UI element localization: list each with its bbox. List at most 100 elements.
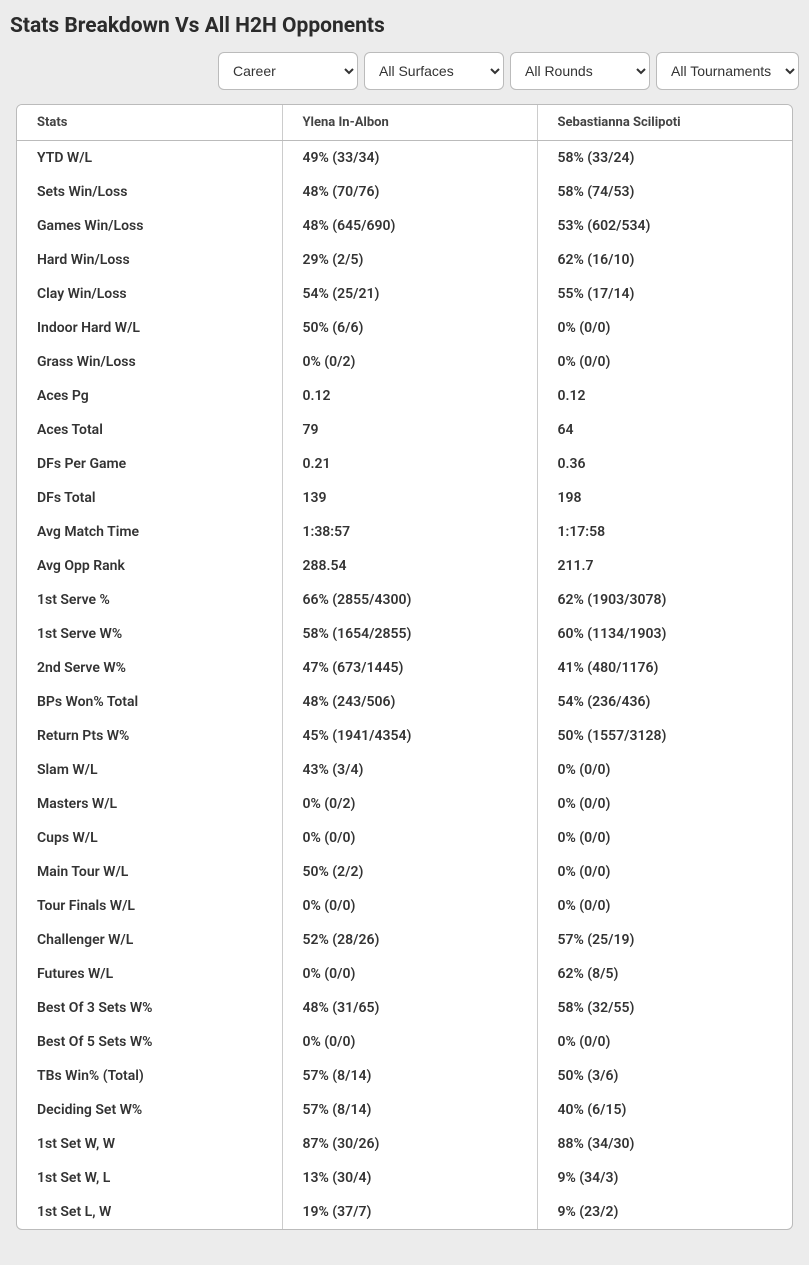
table-row: Return Pts W%45% (1941/4354)50% (1557/31… — [17, 719, 792, 753]
player1-value: 0.12 — [282, 379, 537, 413]
player2-value: 0% (0/0) — [537, 889, 792, 923]
page-title: Stats Breakdown Vs All H2H Opponents — [10, 14, 799, 38]
player2-value: 54% (236/436) — [537, 685, 792, 719]
player1-value: 0% (0/0) — [282, 889, 537, 923]
table-row: Tour Finals W/L0% (0/0)0% (0/0) — [17, 889, 792, 923]
player2-value: 50% (1557/3128) — [537, 719, 792, 753]
player2-value: 198 — [537, 481, 792, 515]
player1-value: 45% (1941/4354) — [282, 719, 537, 753]
player1-value: 0% (0/2) — [282, 345, 537, 379]
stat-label: 1st Set W, W — [17, 1127, 282, 1161]
stat-label: 2nd Serve W% — [17, 651, 282, 685]
player2-value: 0% (0/0) — [537, 821, 792, 855]
table-row: Best Of 3 Sets W%48% (31/65)58% (32/55) — [17, 991, 792, 1025]
table-row: Grass Win/Loss0% (0/2)0% (0/0) — [17, 345, 792, 379]
player2-value: 58% (74/53) — [537, 175, 792, 209]
stats-table-container: Stats Ylena In-Albon Sebastianna Scilipo… — [16, 104, 793, 1230]
stat-label: Masters W/L — [17, 787, 282, 821]
player2-value: 88% (34/30) — [537, 1127, 792, 1161]
table-row: Aces Total7964 — [17, 413, 792, 447]
player2-value: 58% (32/55) — [537, 991, 792, 1025]
player2-value: 0% (0/0) — [537, 753, 792, 787]
surface-select[interactable]: All Surfaces — [364, 52, 504, 90]
table-row: Sets Win/Loss48% (70/76)58% (74/53) — [17, 175, 792, 209]
stat-label: Slam W/L — [17, 753, 282, 787]
player2-value: 0% (0/0) — [537, 311, 792, 345]
table-row: 1st Serve %66% (2855/4300)62% (1903/3078… — [17, 583, 792, 617]
player2-value: 62% (8/5) — [537, 957, 792, 991]
player1-value: 0% (0/0) — [282, 821, 537, 855]
table-row: Indoor Hard W/L50% (6/6)0% (0/0) — [17, 311, 792, 345]
player1-value: 58% (1654/2855) — [282, 617, 537, 651]
stat-label: Avg Opp Rank — [17, 549, 282, 583]
player2-value: 62% (16/10) — [537, 243, 792, 277]
player1-value: 0.21 — [282, 447, 537, 481]
player1-value: 43% (3/4) — [282, 753, 537, 787]
table-row: 1st Set W, W87% (30/26)88% (34/30) — [17, 1127, 792, 1161]
player1-value: 87% (30/26) — [282, 1127, 537, 1161]
player2-value: 9% (23/2) — [537, 1195, 792, 1229]
table-row: TBs Win% (Total)57% (8/14)50% (3/6) — [17, 1059, 792, 1093]
player1-value: 50% (2/2) — [282, 855, 537, 889]
round-select[interactable]: All Rounds — [510, 52, 650, 90]
table-row: Games Win/Loss48% (645/690)53% (602/534) — [17, 209, 792, 243]
player1-value: 288.54 — [282, 549, 537, 583]
table-row: Cups W/L0% (0/0)0% (0/0) — [17, 821, 792, 855]
player2-value: 1:17:58 — [537, 515, 792, 549]
table-row: DFs Per Game0.210.36 — [17, 447, 792, 481]
column-header-player1: Ylena In-Albon — [282, 105, 537, 141]
stat-label: 1st Set W, L — [17, 1161, 282, 1195]
table-row: Avg Opp Rank288.54211.7 — [17, 549, 792, 583]
player1-value: 13% (30/4) — [282, 1161, 537, 1195]
table-row: Avg Match Time1:38:571:17:58 — [17, 515, 792, 549]
table-row: YTD W/L49% (33/34)58% (33/24) — [17, 141, 792, 176]
player2-value: 41% (480/1176) — [537, 651, 792, 685]
stat-label: Best Of 5 Sets W% — [17, 1025, 282, 1059]
player2-value: 0.12 — [537, 379, 792, 413]
stat-label: BPs Won% Total — [17, 685, 282, 719]
player2-value: 9% (34/3) — [537, 1161, 792, 1195]
column-header-player2: Sebastianna Scilipoti — [537, 105, 792, 141]
player1-value: 47% (673/1445) — [282, 651, 537, 685]
player1-value: 0% (0/0) — [282, 1025, 537, 1059]
stat-label: DFs Per Game — [17, 447, 282, 481]
table-row: DFs Total139198 — [17, 481, 792, 515]
stat-label: 1st Serve W% — [17, 617, 282, 651]
table-header-row: Stats Ylena In-Albon Sebastianna Scilipo… — [17, 105, 792, 141]
player1-value: 0% (0/0) — [282, 957, 537, 991]
stats-table: Stats Ylena In-Albon Sebastianna Scilipo… — [17, 105, 792, 1229]
player2-value: 57% (25/19) — [537, 923, 792, 957]
table-row: Slam W/L43% (3/4)0% (0/0) — [17, 753, 792, 787]
player2-value: 0% (0/0) — [537, 345, 792, 379]
stat-label: Clay Win/Loss — [17, 277, 282, 311]
stat-label: Cups W/L — [17, 821, 282, 855]
stat-label: Main Tour W/L — [17, 855, 282, 889]
stat-label: DFs Total — [17, 481, 282, 515]
player1-value: 54% (25/21) — [282, 277, 537, 311]
player1-value: 0% (0/2) — [282, 787, 537, 821]
filter-bar: Career All Surfaces All Rounds All Tourn… — [10, 52, 799, 90]
player2-value: 53% (602/534) — [537, 209, 792, 243]
period-select[interactable]: Career — [218, 52, 358, 90]
player2-value: 0% (0/0) — [537, 855, 792, 889]
table-row: Clay Win/Loss54% (25/21)55% (17/14) — [17, 277, 792, 311]
player2-value: 62% (1903/3078) — [537, 583, 792, 617]
stat-label: Aces Total — [17, 413, 282, 447]
stat-label: Games Win/Loss — [17, 209, 282, 243]
player2-value: 60% (1134/1903) — [537, 617, 792, 651]
player2-value: 40% (6/15) — [537, 1093, 792, 1127]
stat-label: Best Of 3 Sets W% — [17, 991, 282, 1025]
stat-label: Futures W/L — [17, 957, 282, 991]
player1-value: 48% (31/65) — [282, 991, 537, 1025]
stat-label: 1st Serve % — [17, 583, 282, 617]
player1-value: 79 — [282, 413, 537, 447]
player2-value: 64 — [537, 413, 792, 447]
player2-value: 58% (33/24) — [537, 141, 792, 176]
column-header-stats: Stats — [17, 105, 282, 141]
stat-label: Avg Match Time — [17, 515, 282, 549]
player1-value: 50% (6/6) — [282, 311, 537, 345]
stat-label: TBs Win% (Total) — [17, 1059, 282, 1093]
stat-label: 1st Set L, W — [17, 1195, 282, 1229]
tournament-select[interactable]: All Tournaments — [656, 52, 799, 90]
stat-label: Aces Pg — [17, 379, 282, 413]
